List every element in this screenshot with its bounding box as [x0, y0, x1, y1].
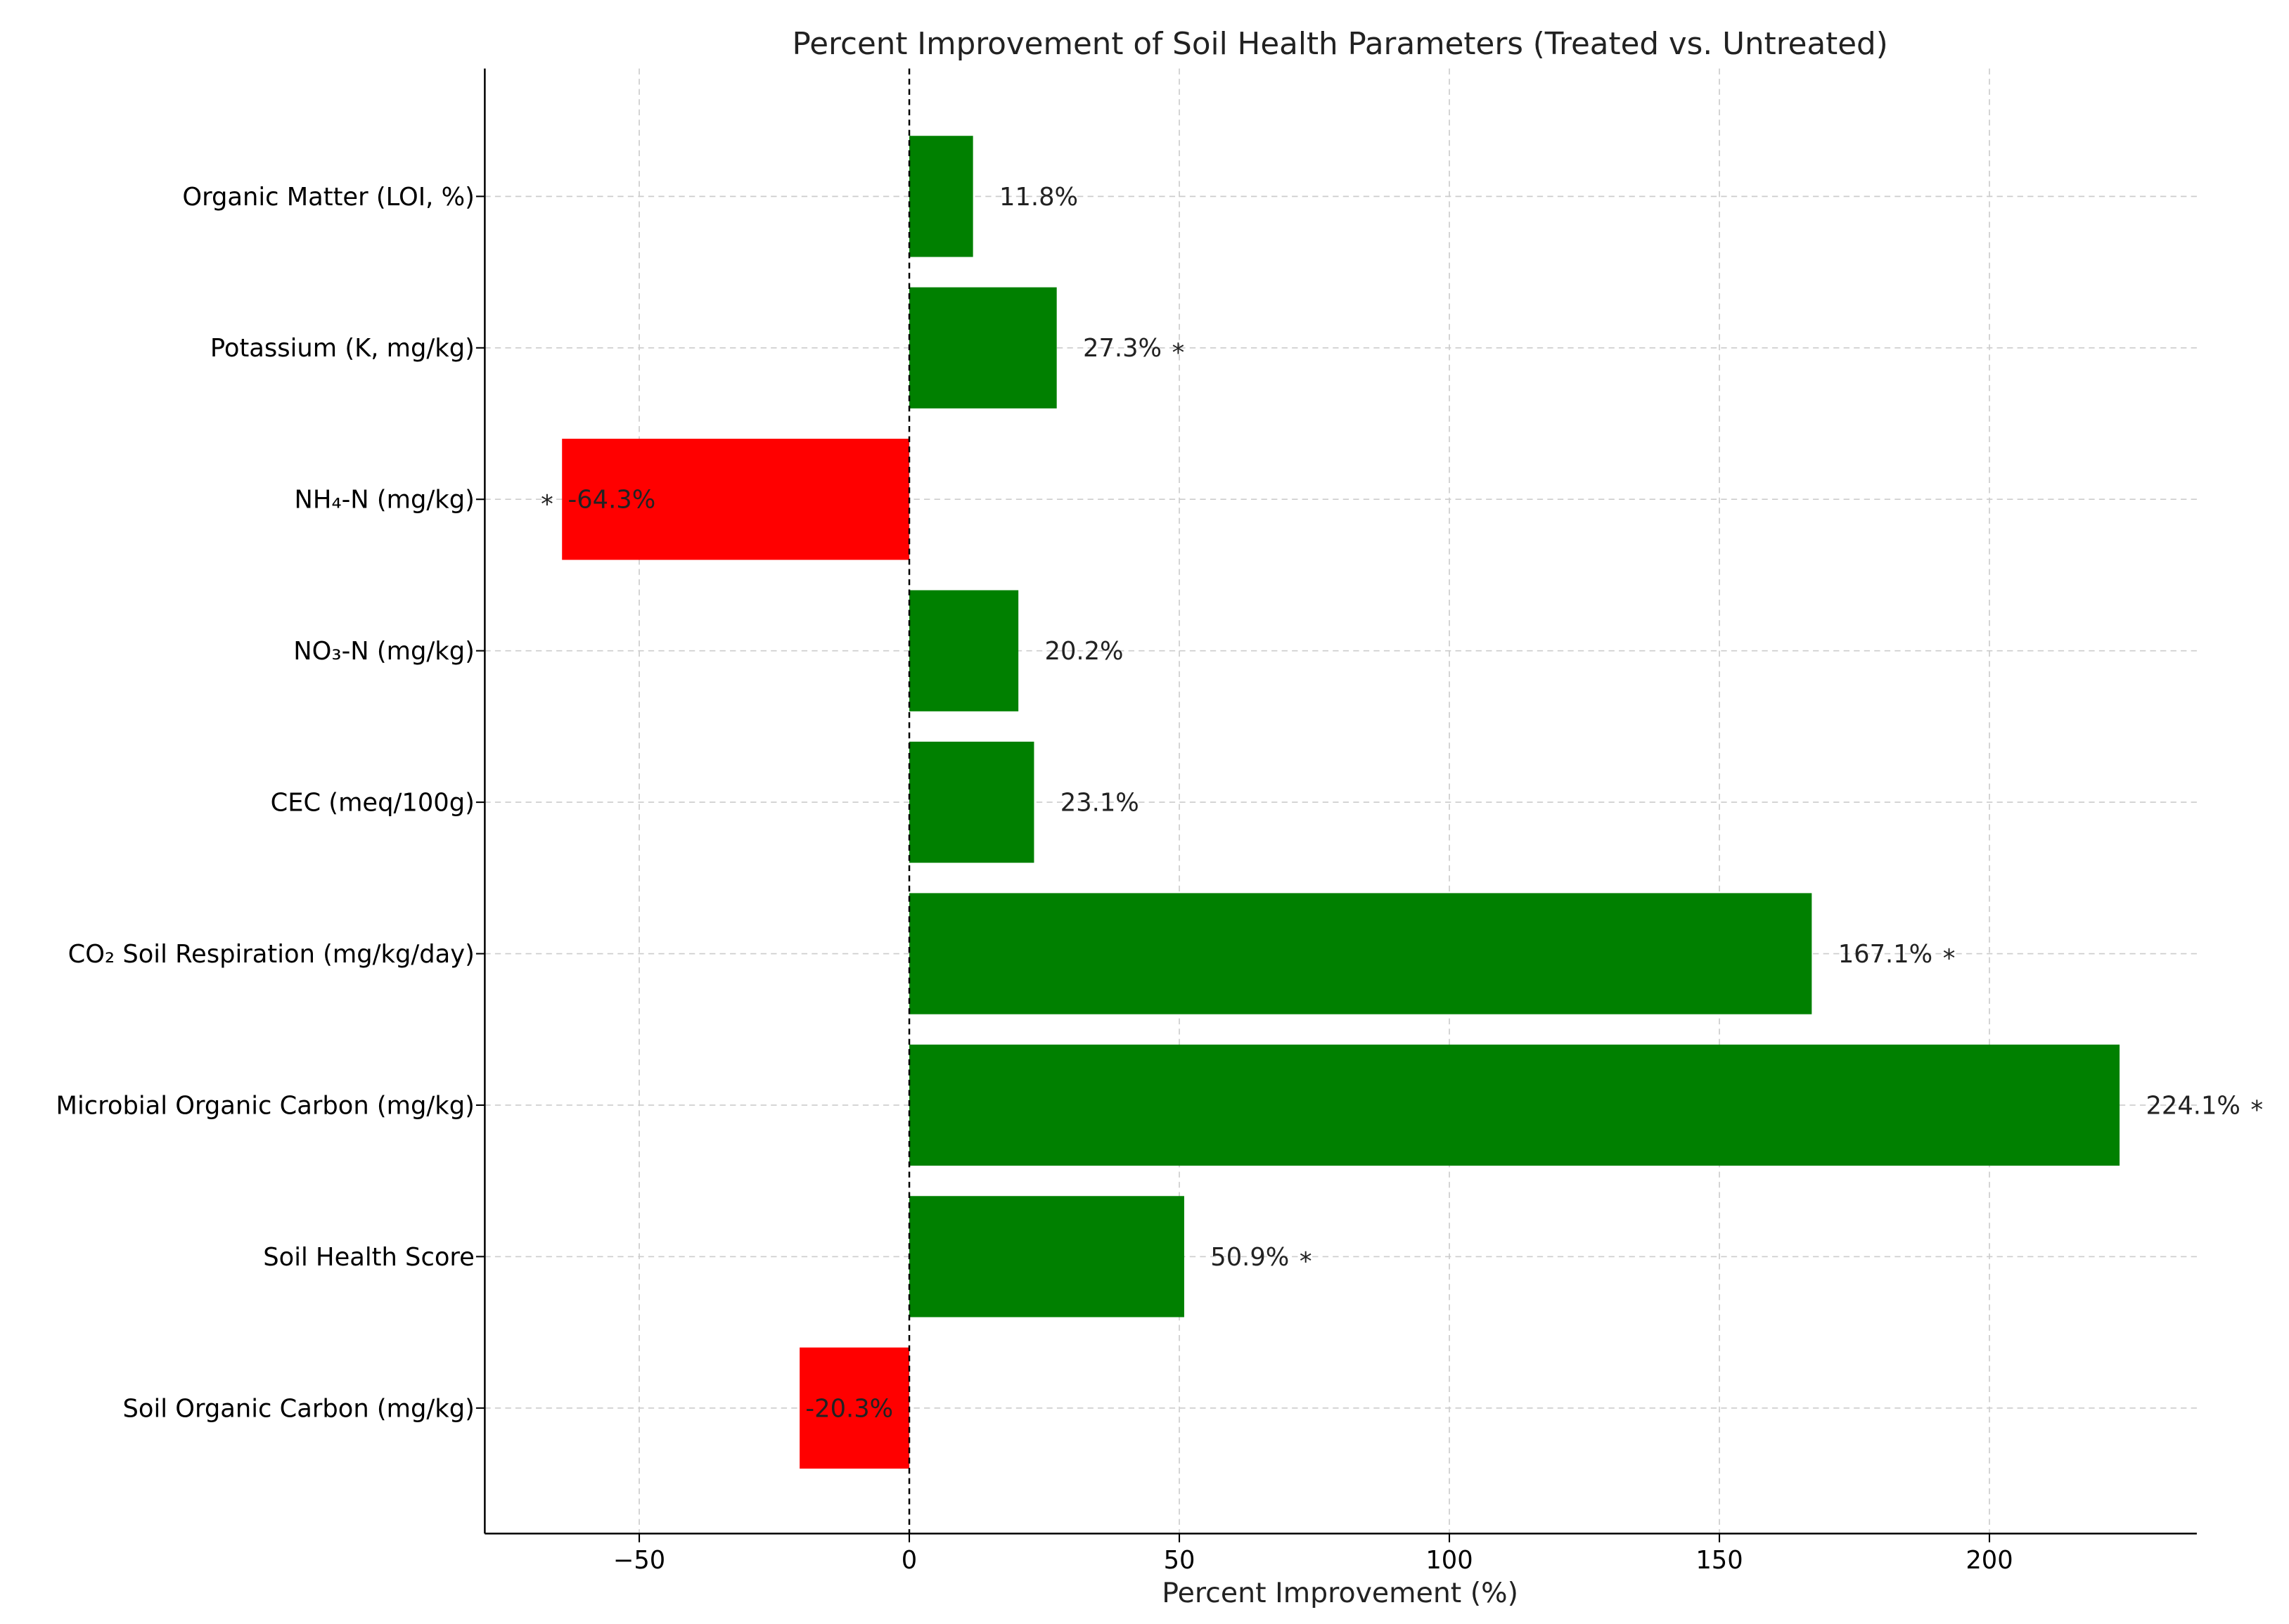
value-label: 224.1% [2146, 1091, 2240, 1120]
y-tick-label: CEC (meq/100g) [271, 789, 475, 818]
bar [909, 1044, 2120, 1166]
significance-marker: * [1172, 338, 1185, 367]
y-tick-label: Microbial Organic Carbon (mg/kg) [56, 1091, 475, 1120]
x-tick-label: −50 [613, 1546, 665, 1575]
significance-marker: * [2250, 1096, 2263, 1125]
value-label: 27.3% [1083, 334, 1162, 363]
y-tick-label: Potassium (K, mg/kg) [210, 334, 475, 363]
y-tick-label: Soil Health Score [263, 1243, 475, 1272]
x-tick-label: 50 [1164, 1546, 1195, 1575]
x-tick-label: 100 [1425, 1546, 1473, 1575]
bar [909, 590, 1019, 711]
value-label: 167.1% [1838, 940, 1932, 969]
y-tick-label: Organic Matter (LOI, %) [182, 183, 474, 212]
value-label: -64.3% [568, 486, 656, 515]
value-label: 11.8% [999, 183, 1078, 212]
value-label: 20.2% [1045, 637, 1124, 666]
y-tick-label: CO₂ Soil Respiration (mg/kg/day) [68, 940, 475, 969]
bar [909, 741, 1034, 863]
significance-marker: * [541, 490, 553, 519]
y-tick-label: NH₄-N (mg/kg) [295, 486, 475, 515]
x-axis-label: Percent Improvement (%) [1162, 1577, 1518, 1609]
bars [562, 136, 2120, 1469]
y-tick-label: Soil Organic Carbon (mg/kg) [122, 1394, 474, 1423]
bar [909, 893, 1812, 1014]
value-labels: -20.3% 50.9% * 224.1% * 167.1% * 23.1% 20.2% -64.… [541, 183, 2263, 1423]
x-tick-label: 0 [902, 1546, 917, 1575]
value-label: -20.3% [805, 1394, 893, 1423]
bar [800, 1347, 910, 1469]
chart-title: Percent Improvement of Soil Health Param… [792, 27, 1887, 62]
x-tick-label: 200 [1966, 1546, 2013, 1575]
significance-marker: * [1943, 944, 1956, 973]
x-ticks: −50 0 50 100 150 200 [613, 1533, 2013, 1575]
value-label: 23.1% [1060, 789, 1139, 818]
bar [909, 1196, 1184, 1317]
value-label: 50.9% [1210, 1243, 1289, 1272]
x-tick-label: 150 [1695, 1546, 1743, 1575]
bar [909, 136, 973, 257]
y-ticks: Soil Organic Carbon (mg/kg) Soil Health S… [56, 183, 485, 1423]
y-tick-label: NO₃-N (mg/kg) [293, 637, 475, 666]
bar [562, 439, 910, 560]
grid-lines [485, 68, 2197, 1534]
bar [909, 287, 1057, 408]
significance-marker: * [1300, 1247, 1312, 1276]
